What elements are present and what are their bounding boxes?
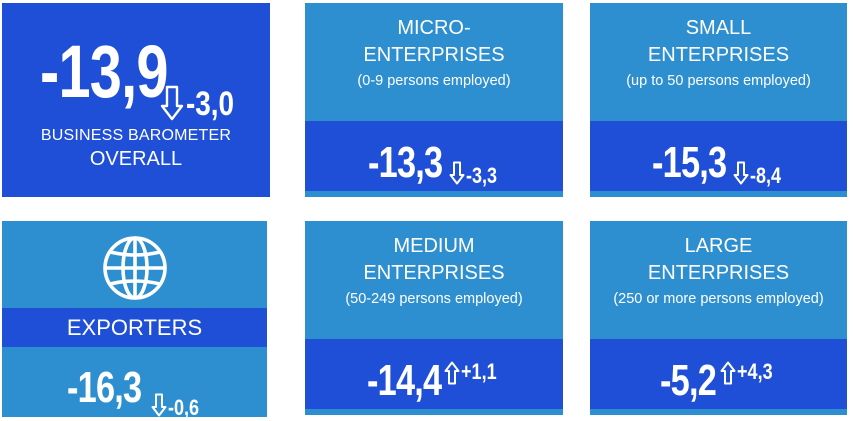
arrow-up-icon — [720, 361, 736, 385]
medium-value-band: -14,4 +1,1 — [305, 339, 563, 409]
large-change: +4,3 — [737, 359, 773, 384]
arrow-down-icon — [733, 161, 749, 185]
medium-enterprises-tile: MEDIUM ENTERPRISES (50-249 persons emplo… — [305, 221, 563, 415]
micro-title-line1: MICRO- — [397, 17, 471, 39]
medium-title-line1: MEDIUM — [393, 235, 475, 257]
overall-value: -13,9 — [40, 30, 168, 113]
arrow-down-icon — [160, 85, 184, 121]
micro-subtitle: (0-9 persons employed) — [357, 73, 511, 89]
exporters-change: -0,6 — [168, 395, 200, 418]
medium-value: -14,4 — [367, 356, 442, 405]
exporters-label: EXPORTERS — [66, 315, 203, 340]
overall-tile: -13,9 -3,0 BUSINESS BAROMETER OVERALL — [2, 3, 270, 197]
small-header: SMALL ENTERPRISES (up to 50 persons empl… — [590, 3, 847, 121]
large-title-line2: ENTERPRISES — [647, 262, 790, 284]
large-enterprises-tile: LARGE ENTERPRISES (250 or more persons e… — [590, 221, 847, 415]
large-value-band: -5,2 +4,3 — [590, 339, 847, 409]
exporters-tile: EXPORTERS -16,3 -0,6 — [2, 221, 267, 417]
exporters-value: -16,3 — [67, 363, 142, 412]
medium-title-line2: ENTERPRISES — [363, 262, 505, 284]
micro-header: MICRO- ENTERPRISES (0-9 persons employed… — [305, 3, 563, 121]
small-value: -15,3 — [652, 138, 727, 187]
medium-subtitle: (50-249 persons employed) — [345, 291, 523, 307]
globe-icon — [103, 236, 167, 300]
arrow-down-icon — [449, 161, 465, 185]
small-change: -8,4 — [750, 163, 782, 188]
small-subtitle: (up to 50 persons employed) — [626, 73, 811, 89]
small-title-line2: ENTERPRISES — [647, 44, 790, 66]
small-title-line1: SMALL — [685, 17, 752, 39]
large-header: LARGE ENTERPRISES (250 or more persons e… — [590, 221, 847, 339]
small-enterprises-tile: SMALL ENTERPRISES (up to 50 persons empl… — [590, 3, 847, 197]
micro-title-line2: ENTERPRISES — [363, 44, 505, 66]
exporters-label-band: EXPORTERS — [2, 308, 267, 347]
overall-label-line2: OVERALL — [89, 148, 183, 170]
overall-label-line1: BUSINESS BAROMETER — [40, 127, 232, 144]
micro-change: -3,3 — [466, 163, 498, 188]
micro-enterprises-tile: MICRO- ENTERPRISES (0-9 persons employed… — [305, 3, 563, 197]
medium-change: +1,1 — [461, 359, 497, 384]
micro-value-band: -13,3 -3,3 — [305, 121, 563, 191]
large-title-line1: LARGE — [684, 235, 753, 257]
arrow-up-icon — [444, 361, 460, 385]
arrow-down-icon — [151, 393, 167, 417]
large-subtitle: (250 or more persons employed) — [613, 291, 824, 307]
small-value-band: -15,3 -8,4 — [590, 121, 847, 191]
medium-header: MEDIUM ENTERPRISES (50-249 persons emplo… — [305, 221, 563, 339]
large-value: -5,2 — [660, 356, 717, 405]
overall-change: -3,0 — [186, 85, 235, 123]
micro-value: -13,3 — [368, 138, 443, 187]
